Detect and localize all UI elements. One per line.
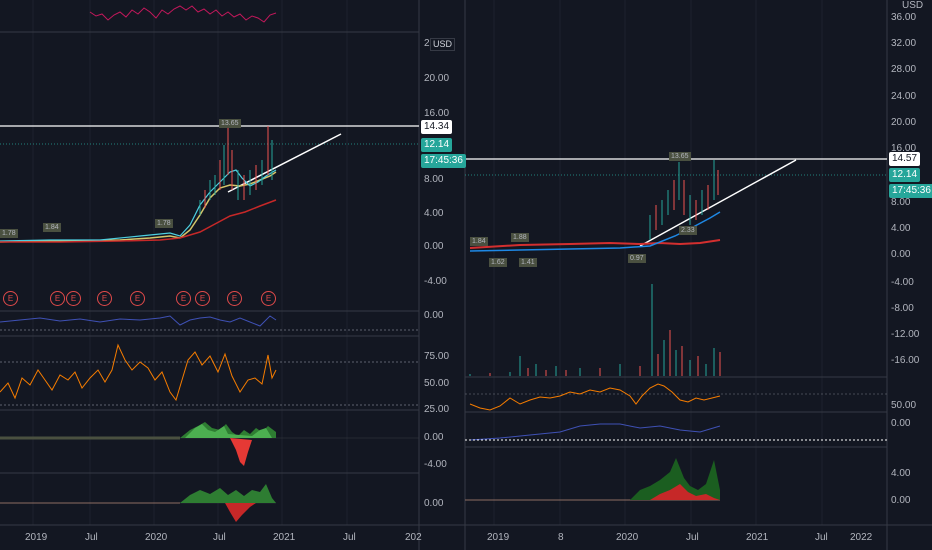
left-time-tick: Jul (213, 532, 226, 543)
left-time-tick: Jul (85, 532, 98, 543)
left-price-tick: 8.00 (424, 174, 444, 185)
left-time-tick: 2020 (145, 532, 168, 543)
left-time-tick: 202 (405, 532, 422, 543)
left-trend-line (227, 133, 342, 193)
right-currency-label[interactable]: USD (902, 0, 924, 11)
right-price-tick: 32.00 (891, 38, 917, 49)
left-price-tick: 0.00 (424, 241, 444, 252)
right-price-tick: -4.00 (891, 277, 914, 288)
right-price-tick: 28.00 (891, 64, 917, 75)
peak-note: 13.65 (219, 119, 241, 128)
right-price-tick: 24.00 (891, 91, 917, 102)
right-price-tick: 36.00 (891, 12, 917, 23)
right-price-note: 1.62 (489, 258, 507, 267)
right-last-price-tag: 12.14 (889, 168, 921, 182)
right-price-tick: -8.00 (891, 303, 914, 314)
left-price-tick: 2 (424, 38, 430, 49)
earnings-badge[interactable]: E (66, 291, 81, 306)
right-price-tick: 16.00 (891, 143, 917, 154)
earnings-badge[interactable]: E (176, 291, 191, 306)
right-price-tick: -12.00 (891, 329, 920, 340)
earnings-badge[interactable]: E (195, 291, 210, 306)
rsi-line (0, 343, 277, 402)
left-countdown-tag: 17:45:36 (421, 154, 466, 168)
left-currency-label[interactable]: USD (430, 38, 456, 51)
price-note: 1.78 (0, 229, 18, 238)
earnings-badge[interactable]: E (97, 291, 112, 306)
left-price-tick: 4.00 (424, 208, 444, 219)
left-indicator1-tick: 0.00 (424, 310, 444, 321)
right-osc-tick: 50.00 (891, 400, 917, 411)
right-price-tick: 8.00 (891, 197, 911, 208)
left-hline-price-tag: 14.34 (421, 120, 453, 134)
right-time-tick: 2020 (616, 532, 639, 543)
right-ind3-tick: 0.00 (891, 495, 911, 506)
right-peak-note: 13.65 (669, 152, 691, 161)
right-time-tick: 2021 (746, 532, 769, 543)
earnings-badge[interactable]: E (130, 291, 145, 306)
left-rsi-tick: 50.00 (424, 378, 450, 389)
right-price-tick: -16.00 (891, 355, 920, 366)
left-vol-osc-tick: 0.00 (424, 498, 444, 509)
earnings-badge[interactable]: E (227, 291, 242, 306)
left-last-price-tag: 12.14 (421, 138, 453, 152)
left-osc-tick: 0.00 (424, 432, 444, 443)
left-rsi-tick: 75.00 (424, 351, 450, 362)
right-hline-price-tag: 14.57 (889, 152, 921, 166)
left-time-tick: Jul (343, 532, 356, 543)
left-price-tick: 20.00 (424, 73, 450, 84)
right-time-tick: 2019 (487, 532, 510, 543)
right-time-tick: 2022 (850, 532, 873, 543)
right-price-note: 2.33 (679, 226, 697, 235)
right-price-note: 0.97 (628, 254, 646, 263)
left-osc-tick: -4.00 (424, 459, 447, 470)
left-price-tick: -4.00 (424, 276, 447, 287)
right-price-note: 1.88 (511, 233, 529, 242)
right-price-tick: 20.00 (891, 117, 917, 128)
left-time-tick: 2019 (25, 532, 48, 543)
right-time-tick: 8 (558, 532, 564, 543)
price-note: 1.78 (155, 219, 173, 228)
right-price-tick: 4.00 (891, 223, 911, 234)
earnings-badge[interactable]: E (261, 291, 276, 306)
earnings-badge[interactable]: E (50, 291, 65, 306)
price-note: 1.84 (43, 223, 61, 232)
left-time-tick: 2021 (273, 532, 296, 543)
right-price-note: 1.84 (470, 237, 488, 246)
right-trend-line (639, 159, 797, 247)
right-ind2-tick: 0.00 (891, 418, 911, 429)
left-rsi-tick: 25.00 (424, 404, 450, 415)
right-time-tick: Jul (686, 532, 699, 543)
top-indicator-line (89, 5, 277, 23)
right-price-tick: 0.00 (891, 249, 911, 260)
earnings-badge[interactable]: E (3, 291, 18, 306)
left-price-tick: 16.00 (424, 108, 450, 119)
right-time-tick: Jul (815, 532, 828, 543)
right-ind3-tick: 4.00 (891, 468, 911, 479)
right-countdown-tag: 17:45:36 (889, 184, 932, 198)
right-price-note: 1.41 (519, 258, 537, 267)
